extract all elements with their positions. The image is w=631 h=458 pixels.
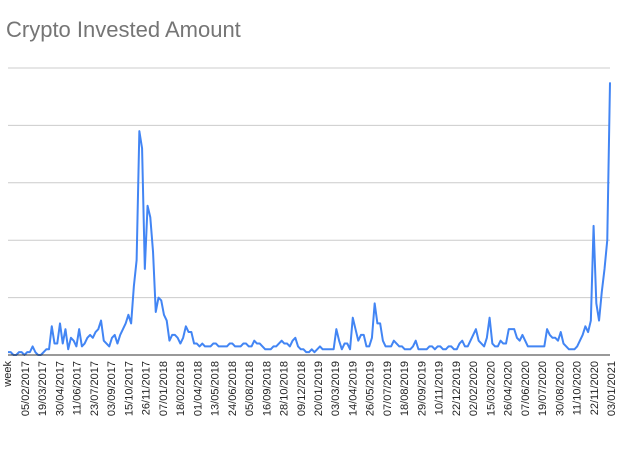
x-tick-label: 22/12/2019 bbox=[451, 361, 463, 416]
x-tick-label: 11/10/2020 bbox=[572, 361, 584, 415]
x-tick-label: 05/02/2017 bbox=[20, 361, 32, 416]
x-tick-label: 26/11/2017 bbox=[141, 361, 153, 415]
x-tick-label: 03/01/2021 bbox=[606, 361, 618, 416]
x-tick-label: 20/01/2019 bbox=[313, 361, 325, 416]
x-tick-label: 26/05/2019 bbox=[365, 361, 377, 416]
x-tick-label: 07/06/2020 bbox=[520, 361, 532, 416]
x-tick-label: 14/04/2019 bbox=[348, 361, 360, 416]
x-axis-label: week bbox=[2, 361, 14, 388]
x-tick-label: 29/09/2019 bbox=[416, 361, 428, 416]
x-tick-label: 02/02/2020 bbox=[468, 361, 480, 416]
x-tick-label: 15/03/2020 bbox=[485, 361, 497, 416]
x-tick-label: 10/11/2019 bbox=[434, 361, 446, 415]
x-tick-label: 01/04/2018 bbox=[192, 361, 204, 416]
x-tick-label: 09/12/2018 bbox=[296, 361, 308, 416]
x-tick-label: 03/09/2017 bbox=[106, 361, 118, 416]
x-tick-label: 19/07/2020 bbox=[537, 361, 549, 416]
x-tick-labels: 05/02/2017 19/03/2017 30/04/2017 11/06/2017… bbox=[20, 361, 618, 416]
x-tick-label: 23/07/2017 bbox=[89, 361, 101, 416]
x-tick-label: 19/03/2017 bbox=[37, 361, 49, 416]
gridlines bbox=[8, 67, 610, 299]
series-line bbox=[8, 82, 611, 356]
x-tick-label: 16/09/2018 bbox=[261, 361, 273, 416]
x-tick-label: 26/04/2020 bbox=[503, 361, 515, 416]
x-tick-label: 22/11/2020 bbox=[589, 361, 601, 415]
x-tick-label: 28/10/2018 bbox=[279, 361, 291, 416]
chart-title: Crypto Invested Amount bbox=[6, 17, 241, 42]
x-tick-label: 15/10/2017 bbox=[123, 361, 135, 416]
x-tick-label: 13/05/2018 bbox=[210, 361, 222, 416]
x-tick-label: 30/04/2017 bbox=[55, 361, 67, 416]
x-tick-label: 07/01/2018 bbox=[158, 361, 170, 416]
x-tick-label: 05/08/2018 bbox=[244, 361, 256, 416]
x-tick-label: 07/07/2019 bbox=[382, 361, 394, 416]
x-tick-label: 11/06/2017 bbox=[72, 361, 84, 415]
x-tick-label: 18/02/2018 bbox=[175, 361, 187, 416]
x-tick-label: 03/03/2019 bbox=[330, 361, 342, 416]
x-tick-label: 18/08/2019 bbox=[399, 361, 411, 416]
x-tick-label: 24/06/2018 bbox=[227, 361, 239, 416]
x-tick-label: 30/08/2020 bbox=[554, 361, 566, 416]
